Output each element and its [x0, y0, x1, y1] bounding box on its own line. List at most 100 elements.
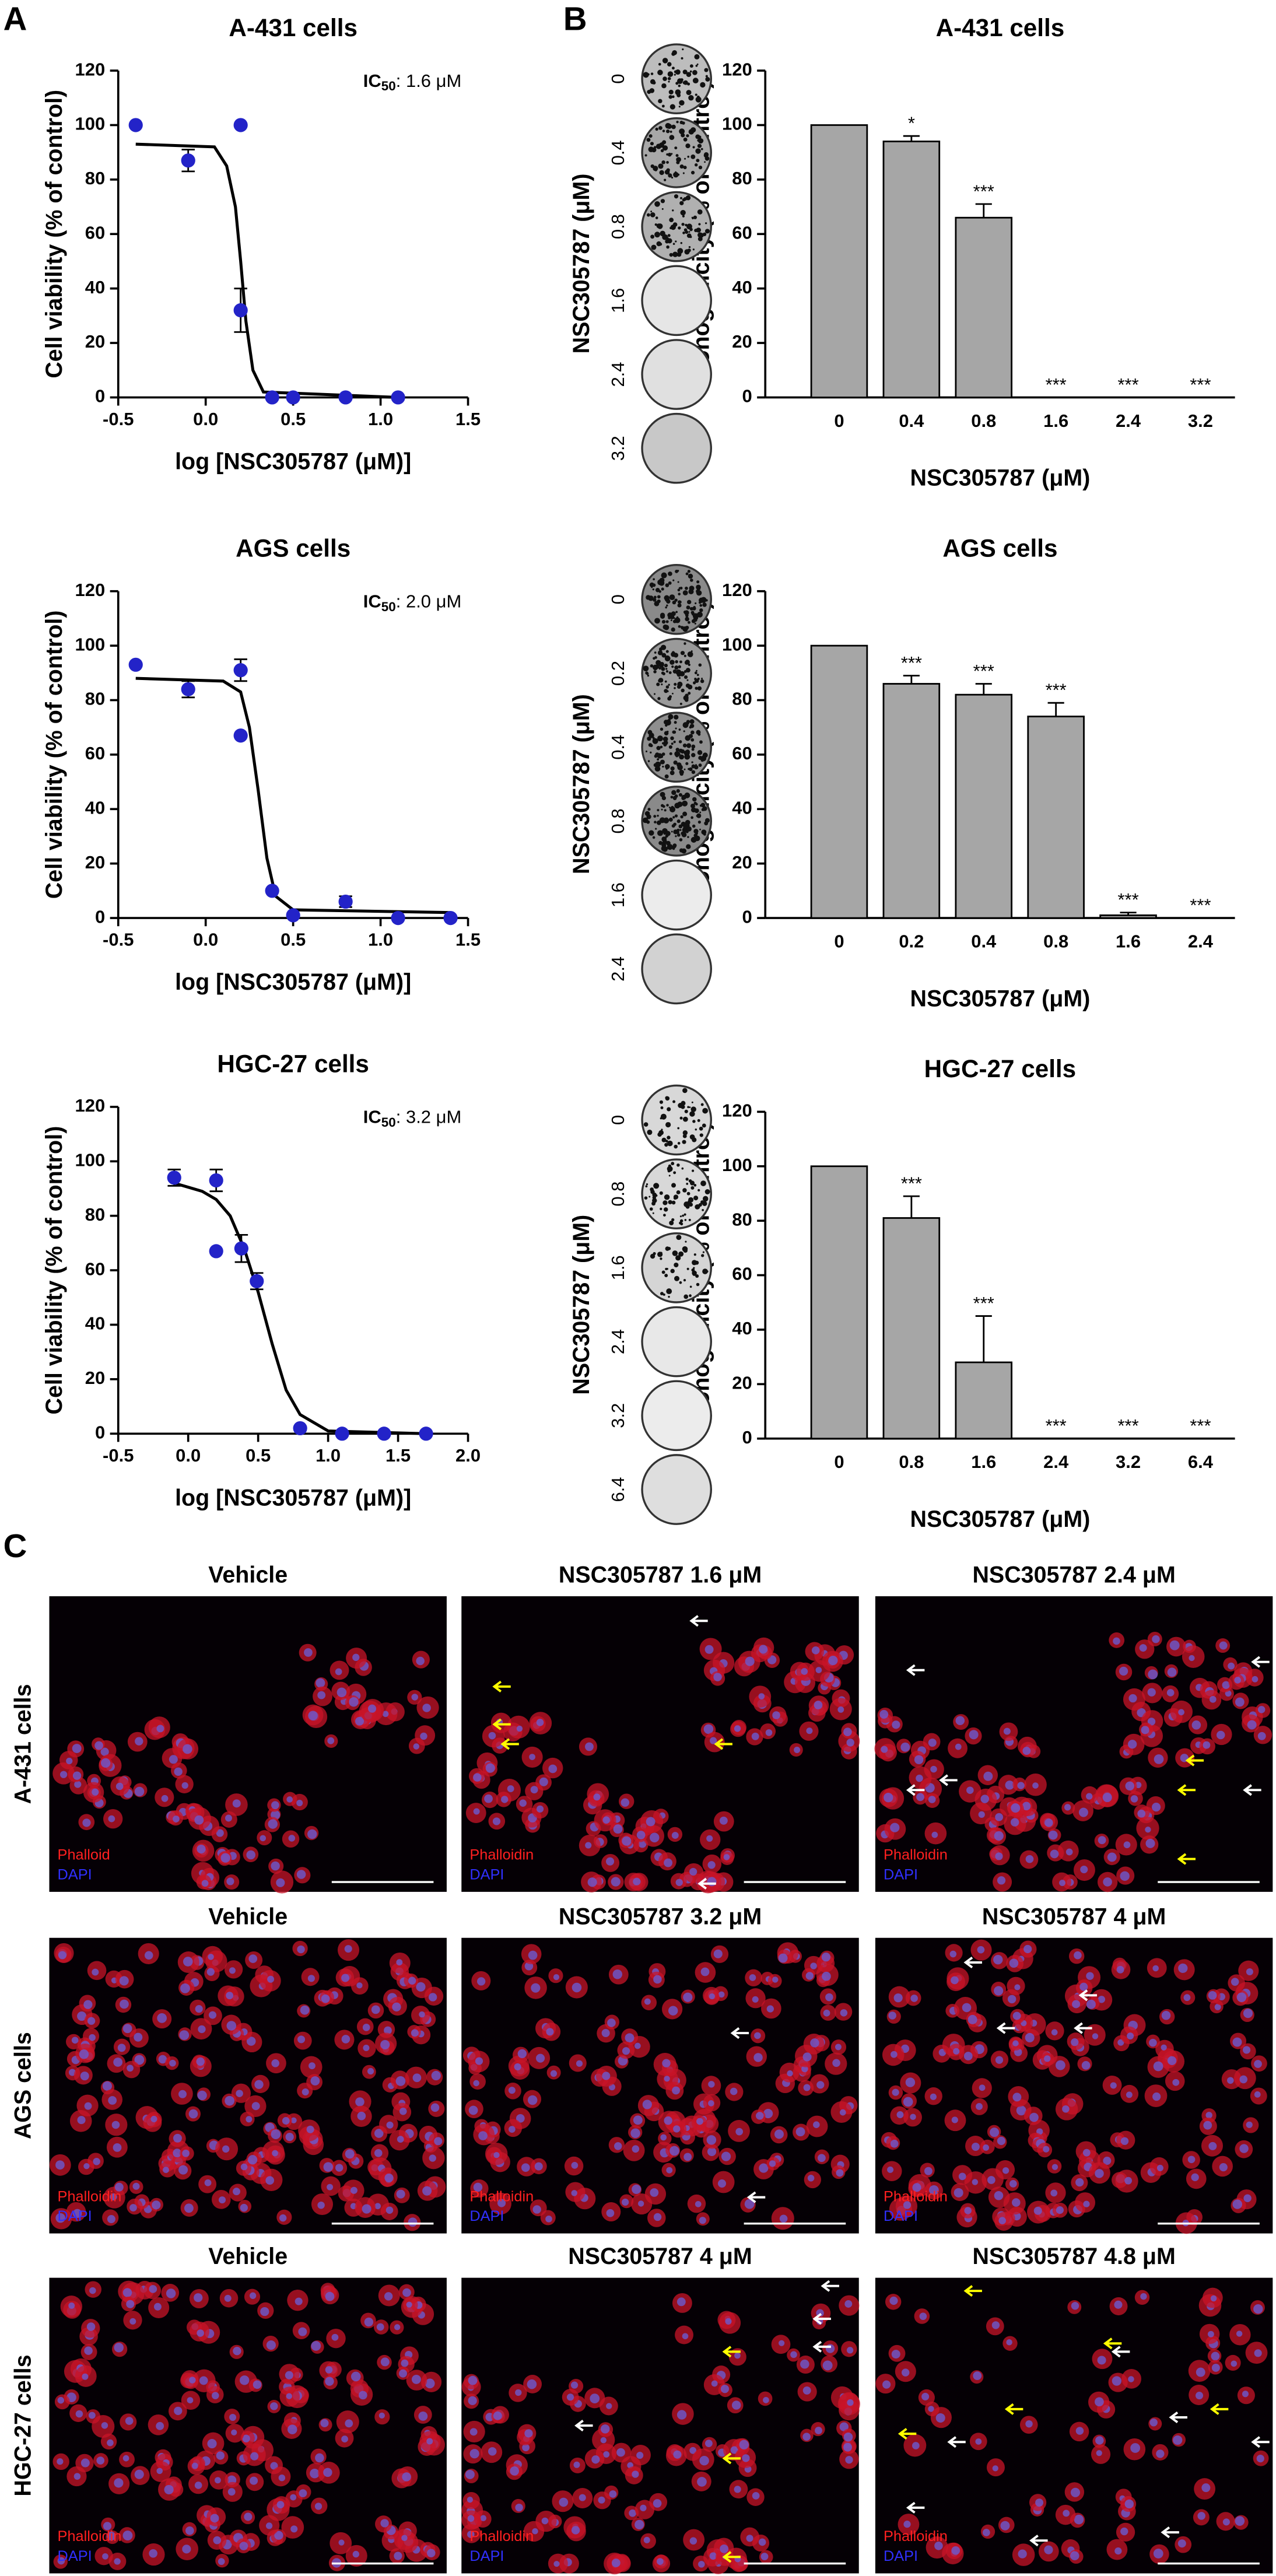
colony — [669, 218, 674, 223]
nucleus — [484, 1794, 493, 1803]
colony-plate — [641, 412, 712, 484]
significance: *** — [1117, 1415, 1138, 1436]
significance: *** — [1117, 889, 1138, 910]
colony — [657, 735, 663, 742]
colony — [669, 135, 675, 141]
nucleus — [1253, 2304, 1263, 2314]
colony — [659, 817, 665, 823]
colony — [702, 1123, 706, 1128]
y-tick-label: 60 — [732, 1264, 752, 1284]
colony — [661, 808, 663, 811]
nucleus — [625, 2033, 635, 2043]
nucleus — [1018, 2549, 1027, 2559]
colony — [665, 655, 670, 661]
colony — [695, 96, 702, 103]
colony — [682, 172, 685, 174]
nucleus — [427, 2549, 436, 2557]
colony — [650, 79, 655, 85]
nucleus — [1205, 2112, 1212, 2119]
nucleus — [1083, 2200, 1090, 2207]
nucleus — [516, 2114, 525, 2123]
nucleus — [1208, 2142, 1217, 2150]
nucleus — [100, 1758, 111, 1768]
stain-label: Phalloidin — [58, 2528, 122, 2545]
nucleus — [367, 1704, 377, 1713]
colony — [675, 754, 679, 758]
nucleus — [731, 2400, 741, 2410]
colony — [678, 593, 681, 595]
nucleus — [529, 1754, 535, 1760]
data-point — [181, 682, 195, 696]
nucleus — [352, 2550, 360, 2558]
nucleus — [1236, 1992, 1247, 2003]
colony — [669, 614, 675, 619]
bar — [955, 1361, 1013, 1440]
nucleus — [240, 2203, 248, 2212]
colony — [662, 76, 667, 81]
colony — [648, 134, 653, 138]
x-tick-label: 0.0 — [176, 1445, 201, 1466]
nucleus — [766, 2005, 774, 2013]
colony — [699, 1126, 703, 1131]
bar — [882, 141, 941, 398]
nucleus — [734, 1725, 741, 1732]
nucleus — [699, 2217, 706, 2224]
nucleus — [847, 2399, 854, 2406]
colony — [669, 104, 675, 110]
colony — [700, 802, 706, 808]
colony — [698, 223, 701, 226]
nucleus — [314, 2503, 322, 2510]
colony — [669, 594, 675, 600]
y-tick-label: 40 — [732, 1318, 752, 1338]
colony — [678, 600, 682, 604]
nucleus — [778, 1953, 788, 1963]
nucleus — [57, 2458, 64, 2465]
nucleus — [763, 2396, 769, 2403]
nucleus — [1124, 2177, 1133, 2185]
plate-label: 2.4 — [608, 956, 628, 982]
colony — [679, 587, 683, 590]
colony — [665, 668, 668, 670]
data-point — [335, 1427, 349, 1441]
nucleus — [216, 1829, 224, 1837]
nucleus — [845, 2456, 853, 2464]
colony — [687, 1200, 692, 1204]
x-tick-label: 0.4 — [899, 411, 924, 431]
nucleus — [191, 2462, 198, 2469]
arrow — [574, 2420, 593, 2432]
nucleus — [477, 1977, 486, 1986]
colony — [655, 127, 658, 131]
colony — [678, 753, 681, 755]
nucleus — [408, 1976, 416, 1985]
plate-label: 0 — [608, 74, 628, 84]
arrow — [821, 2280, 839, 2292]
nucleus — [107, 2532, 116, 2541]
nucleus — [772, 1711, 780, 1719]
colony — [695, 1128, 697, 1131]
colony — [697, 1119, 700, 1122]
x-tick-label: 1.0 — [316, 1445, 341, 1466]
colony — [660, 1106, 664, 1110]
nucleus — [286, 2393, 293, 2399]
colony — [684, 157, 686, 160]
colony — [686, 1182, 689, 1185]
x-tick-label: 0.8 — [899, 1452, 924, 1472]
colony — [675, 171, 677, 173]
colony — [662, 805, 665, 808]
colony — [680, 1222, 683, 1226]
nucleus — [818, 2154, 826, 2163]
nucleus — [1191, 1720, 1201, 1730]
nucleus — [260, 2307, 269, 2316]
nucleus — [268, 1819, 278, 1829]
nucleus — [1110, 2082, 1117, 2089]
nucleus — [979, 2084, 986, 2091]
colony — [680, 749, 685, 754]
nucleus — [232, 1799, 241, 1808]
nucleus — [676, 2410, 687, 2420]
nucleus — [744, 2199, 755, 2209]
colony — [688, 95, 694, 101]
nucleus — [612, 1969, 623, 1979]
bar — [1099, 914, 1157, 919]
nucleus — [77, 2116, 86, 2125]
nucleus — [115, 1782, 124, 1790]
